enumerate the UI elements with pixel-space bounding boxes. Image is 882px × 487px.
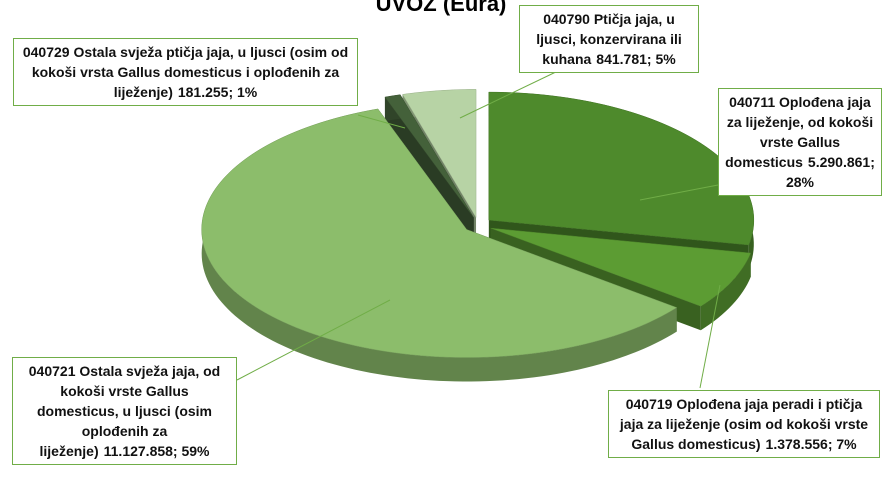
slice-side	[700, 253, 751, 331]
label-name: 040719 Oplođena jaja peradi i ptičja jaj…	[619, 396, 869, 452]
data-label: 040719 Oplođena jaja peradi i ptičja jaj…	[608, 390, 880, 458]
label-value: 11.127.858; 59%	[103, 443, 210, 459]
slice-side	[201, 108, 677, 382]
slice	[488, 91, 755, 246]
data-label: 040711 Oplođena jaja za liježenje, od ko…	[718, 88, 882, 196]
leader-line	[639, 184, 719, 201]
data-label: 040790 Ptičja jaja, u ljusci, konzervira…	[519, 5, 699, 73]
slice-side	[384, 97, 474, 242]
label-value: 1.378.556; 7%	[765, 436, 857, 452]
label-name: 040790 Ptičja jaja, u ljusci, konzervira…	[536, 11, 682, 67]
label-value: 181.255; 1%	[177, 84, 258, 100]
label-name: 040729 Ostala svježa ptičja jaja, u ljus…	[22, 44, 349, 100]
slice	[402, 89, 477, 219]
label-name: 040721 Ostala svježa jaja, od kokoši vrs…	[28, 363, 221, 459]
slice	[490, 227, 752, 307]
leader-line	[236, 299, 391, 381]
slice	[201, 108, 678, 358]
data-label: 040721 Ostala svježa jaja, od kokoši vrs…	[12, 357, 237, 465]
label-value: 841.781; 5%	[596, 51, 676, 67]
leader-lines	[236, 69, 721, 389]
slices	[201, 89, 755, 382]
chart-title: UVOZ (Eura)	[375, 0, 507, 16]
label-value: 5.290.861; 28%	[785, 154, 875, 190]
leader-line	[357, 114, 406, 129]
slice	[384, 94, 474, 218]
data-label: 040729 Ostala svježa ptičja jaja, u ljus…	[13, 38, 358, 106]
leader-line	[699, 284, 721, 389]
label-name: 040711 Oplođena jaja za liježenje, od ko…	[725, 94, 874, 170]
leader-line	[459, 69, 561, 119]
